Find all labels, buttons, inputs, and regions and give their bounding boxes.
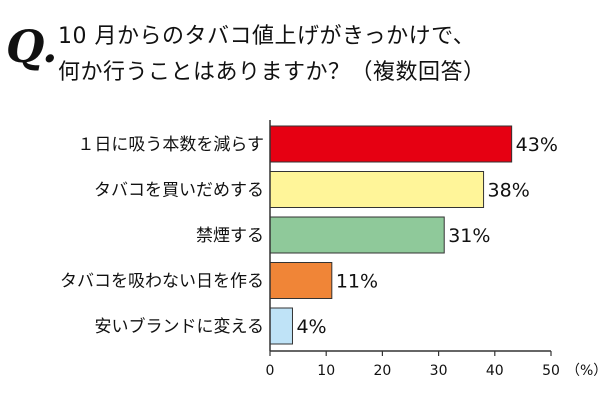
bar [269, 307, 293, 345]
x-tick-label: 0 [266, 363, 275, 379]
x-tick-label: 10 [317, 363, 335, 379]
bar [269, 216, 445, 254]
unit-label: （%） [566, 363, 607, 379]
value-label: 43% [516, 134, 558, 156]
title-line-2: 何か行うことはありますか？（複数回答） [58, 60, 486, 85]
bars-layer [269, 125, 513, 345]
category-label: 安いブランドに変える [95, 316, 265, 337]
category-label: タバコを吸わない日を作る [60, 272, 264, 292]
q-mark: Q. [6, 22, 58, 73]
value-labels: 43% 38% 31% 11% 4% [296, 134, 557, 338]
x-tick-label: 30 [430, 363, 448, 379]
category-label: 禁煙する [196, 226, 264, 246]
bar [269, 125, 513, 163]
value-label: 4% [296, 316, 326, 338]
x-tick-label: 50 [542, 363, 560, 379]
title-line-1: 10 月からのタバコ値上げがきっかけで、 [58, 24, 476, 49]
x-tick-label: 40 [486, 363, 504, 379]
value-label: 11% [336, 271, 378, 293]
value-label: 38% [488, 180, 530, 202]
category-label: １日に吸う本数を減らす [77, 135, 264, 155]
bar [269, 171, 485, 208]
value-label: 31% [448, 225, 490, 247]
x-tick-label: 20 [373, 363, 391, 379]
category-label: タバコを買いだめする [94, 181, 264, 201]
category-labels: １日に吸う本数を減らすタバコを買いだめする禁煙するタバコを吸わない日を作る安いブ… [60, 135, 264, 337]
x-axis: 0 10 20 30 40 50 （%） [266, 120, 607, 379]
bar [269, 262, 333, 299]
